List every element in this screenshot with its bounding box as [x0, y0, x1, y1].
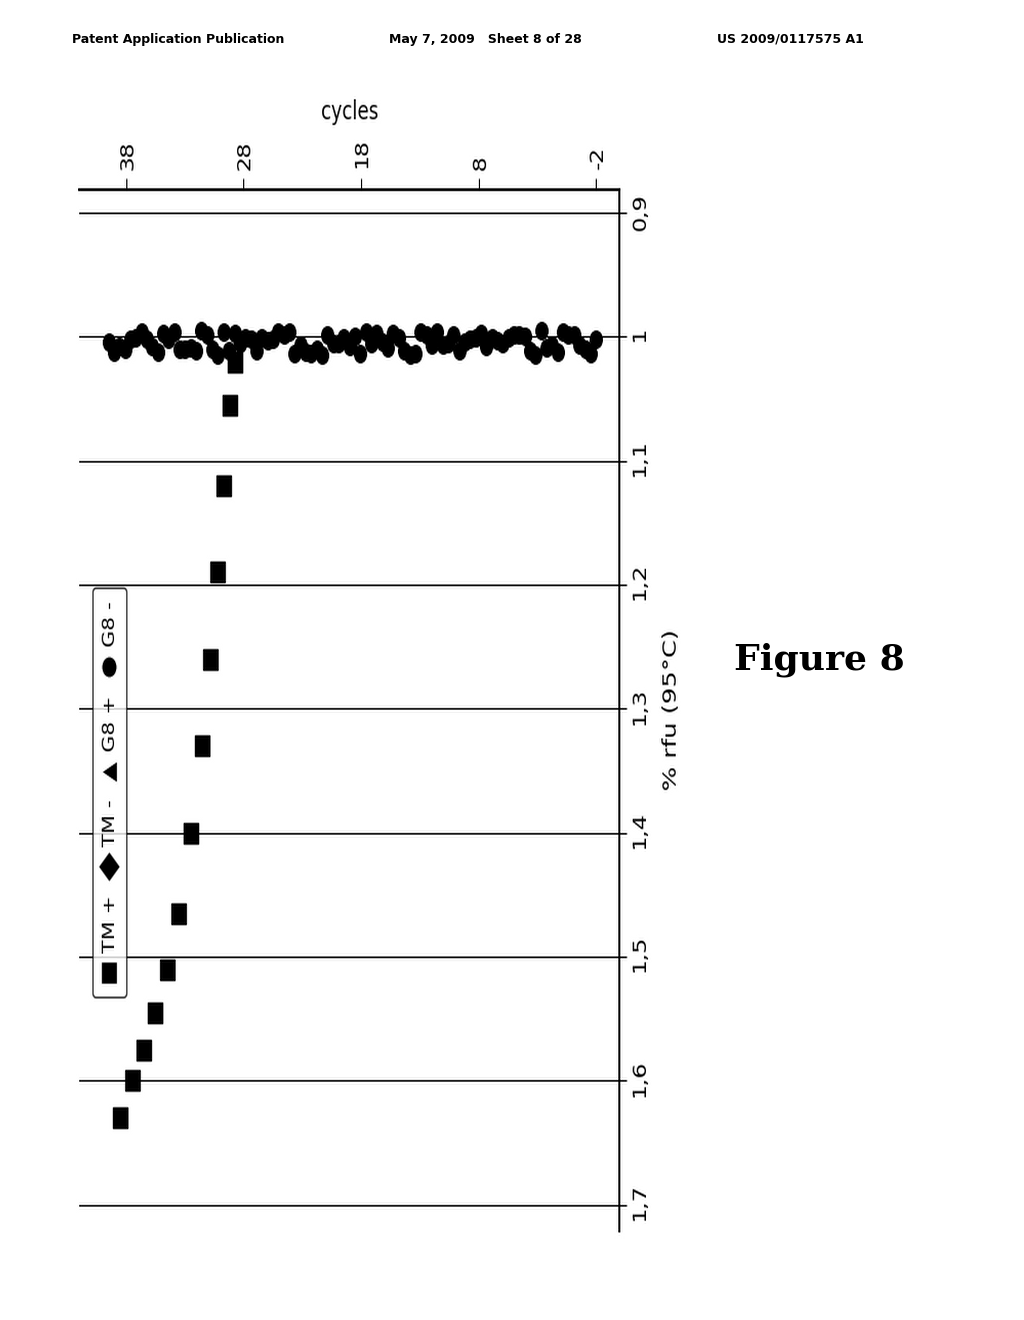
Text: May 7, 2009   Sheet 8 of 28: May 7, 2009 Sheet 8 of 28 — [389, 33, 582, 46]
Text: Patent Application Publication: Patent Application Publication — [72, 33, 284, 46]
Text: Figure 8: Figure 8 — [734, 643, 904, 677]
Text: US 2009/0117575 A1: US 2009/0117575 A1 — [717, 33, 863, 46]
